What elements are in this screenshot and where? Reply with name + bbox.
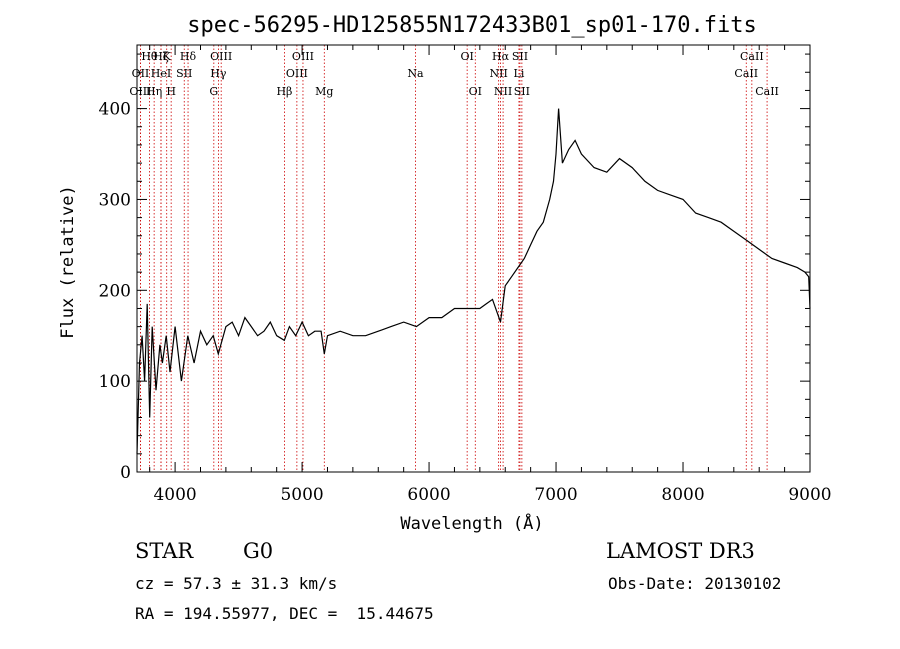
x-tick-label: 5000 bbox=[280, 485, 323, 505]
line-label: OIII bbox=[286, 67, 308, 80]
line-label: CaII bbox=[734, 67, 758, 80]
coordinates: RA = 194.55977, DEC = 15.44675 bbox=[135, 604, 434, 623]
line-label: CaII bbox=[755, 85, 779, 98]
line-label: NII bbox=[494, 85, 512, 98]
spectral-subclass: G0 bbox=[243, 539, 274, 563]
line-label: HeI bbox=[151, 67, 171, 80]
survey-name: LAMOST DR3 bbox=[606, 539, 755, 563]
line-label: Hβ bbox=[276, 85, 292, 98]
x-tick-label: 7000 bbox=[534, 485, 577, 505]
line-label: Mg bbox=[315, 85, 333, 98]
spectrum-line bbox=[136, 108, 811, 454]
x-axis-ticks: 4000 5000 6000 7000 8000 9000 bbox=[149, 45, 832, 505]
y-tick-label: 300 bbox=[99, 190, 131, 210]
line-label: Li bbox=[514, 67, 525, 80]
y-tick-label: 0 bbox=[120, 463, 131, 483]
line-label: K bbox=[163, 50, 172, 63]
line-label: OI bbox=[469, 85, 482, 98]
line-label: OII bbox=[132, 67, 150, 80]
line-label: SII bbox=[176, 67, 192, 80]
line-label: H bbox=[166, 85, 176, 98]
observation-date: Obs-Date: 20130102 bbox=[608, 574, 782, 593]
line-label: Hζ bbox=[153, 50, 169, 63]
x-tick-label: 6000 bbox=[407, 485, 450, 505]
line-label: OIII bbox=[210, 50, 232, 63]
line-label: Hγ bbox=[210, 67, 227, 80]
x-tick-label: 8000 bbox=[661, 485, 704, 505]
line-label: NII bbox=[489, 67, 507, 80]
line-label: OIII bbox=[292, 50, 314, 63]
x-axis-label: Wavelength (Å) bbox=[400, 512, 543, 534]
x-tick-label: 4000 bbox=[153, 485, 196, 505]
redshift-value: cz = 57.3 ± 31.3 km/s bbox=[135, 574, 338, 593]
line-label: G bbox=[209, 85, 218, 98]
y-tick-label: 400 bbox=[99, 100, 131, 120]
line-label: Na bbox=[407, 67, 424, 80]
object-type: STAR bbox=[135, 539, 194, 563]
line-label: SII bbox=[512, 50, 528, 63]
chart-title: spec-56295-HD125855N172433B01_sp01-170.f… bbox=[187, 13, 757, 38]
y-axis-ticks: 0 100 200 300 400 bbox=[99, 53, 810, 483]
line-markers bbox=[140, 45, 768, 472]
y-tick-label: 200 bbox=[99, 281, 131, 301]
line-label: Hδ bbox=[180, 50, 197, 63]
line-label: Hα bbox=[492, 50, 510, 63]
line-label: CaII bbox=[740, 50, 764, 63]
x-tick-label: 9000 bbox=[788, 485, 831, 505]
line-label: SII bbox=[514, 85, 530, 98]
line-label: OIII bbox=[129, 85, 151, 98]
line-label: OI bbox=[460, 50, 473, 63]
y-axis-label: Flux (relative) bbox=[58, 185, 78, 339]
line-label: Hθ bbox=[141, 50, 158, 63]
line-label: Hη bbox=[146, 85, 162, 98]
plot-frame bbox=[136, 44, 811, 473]
y-tick-label: 100 bbox=[99, 372, 131, 392]
